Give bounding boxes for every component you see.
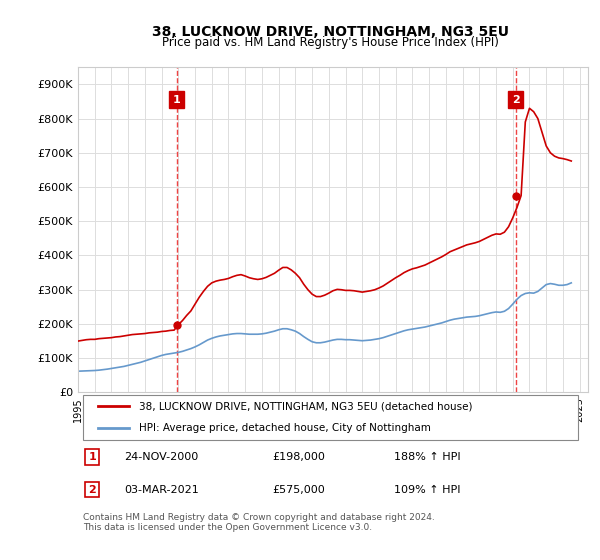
Text: 38, LUCKNOW DRIVE, NOTTINGHAM, NG3 5EU (detached house): 38, LUCKNOW DRIVE, NOTTINGHAM, NG3 5EU (… (139, 402, 473, 412)
Text: 2: 2 (88, 484, 96, 494)
Text: 2: 2 (512, 95, 520, 105)
Text: 109% ↑ HPI: 109% ↑ HPI (394, 484, 461, 494)
FancyBboxPatch shape (83, 395, 578, 440)
Text: 1: 1 (173, 95, 181, 105)
Text: Price paid vs. HM Land Registry's House Price Index (HPI): Price paid vs. HM Land Registry's House … (161, 36, 499, 49)
Text: 03-MAR-2021: 03-MAR-2021 (124, 484, 199, 494)
Text: £575,000: £575,000 (272, 484, 325, 494)
Text: £198,000: £198,000 (272, 452, 325, 462)
Text: HPI: Average price, detached house, City of Nottingham: HPI: Average price, detached house, City… (139, 423, 431, 432)
Text: 24-NOV-2000: 24-NOV-2000 (124, 452, 198, 462)
Text: 1: 1 (88, 452, 96, 462)
Text: Contains HM Land Registry data © Crown copyright and database right 2024.
This d: Contains HM Land Registry data © Crown c… (83, 513, 435, 533)
Text: 188% ↑ HPI: 188% ↑ HPI (394, 452, 461, 462)
Text: 38, LUCKNOW DRIVE, NOTTINGHAM, NG3 5EU: 38, LUCKNOW DRIVE, NOTTINGHAM, NG3 5EU (151, 25, 509, 39)
